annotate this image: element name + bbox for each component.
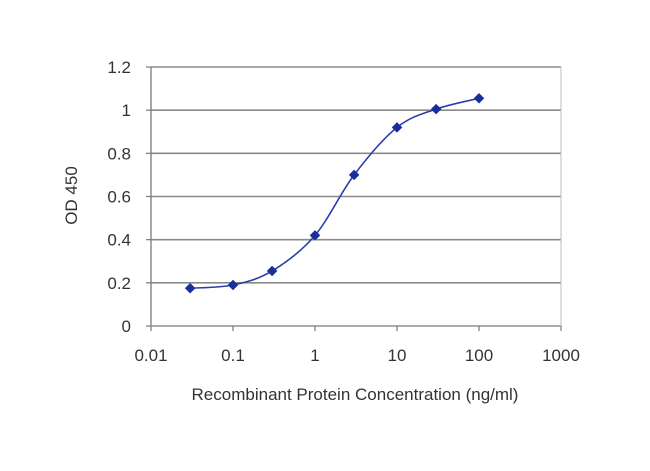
data-points <box>184 92 485 294</box>
tick-labels: 0 0.2 0.4 0.6 0.8 1 1.2 0.01 0.1 1 10 100 1000 <box>107 58 580 365</box>
y-tick-label: 0 <box>122 317 131 336</box>
x-tick-label: 1000 <box>542 346 580 365</box>
x-tick-label: 0.1 <box>221 346 245 365</box>
data-point <box>227 279 239 291</box>
data-point <box>184 282 196 294</box>
x-tick-label: 1 <box>310 346 319 365</box>
data-point <box>391 122 403 133</box>
x-tick-label: 0.01 <box>134 346 167 365</box>
data-point <box>473 92 485 104</box>
x-tick-label: 100 <box>465 346 493 365</box>
fit-curve-layer <box>190 97 480 290</box>
data-point <box>309 229 321 241</box>
grid-lines <box>151 66 561 284</box>
data-point <box>348 169 360 181</box>
y-tick-label: 0.4 <box>107 231 131 250</box>
y-tick-label: 1.2 <box>107 58 131 77</box>
y-tick-label: 0.6 <box>107 188 131 207</box>
x-axis-title: Recombinant Protein Concentration (ng/ml… <box>192 385 519 404</box>
axes <box>146 66 562 331</box>
x-tick-label: 10 <box>388 346 407 365</box>
y-tick-label: 0.2 <box>107 274 131 293</box>
y-axis-title: OD 450 <box>62 166 81 225</box>
y-tick-label: 1 <box>122 101 131 120</box>
data-point <box>430 103 442 115</box>
fit-curve <box>190 97 480 290</box>
data-point <box>266 265 278 277</box>
y-tick-label: 0.8 <box>107 144 131 163</box>
